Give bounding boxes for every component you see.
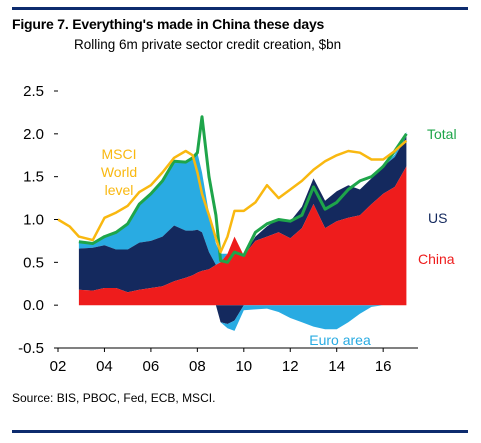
msci-world-label-1: MSCI [102, 146, 137, 162]
msci-world-label-3: level [105, 182, 134, 198]
x-tick-label: 14 [328, 358, 345, 375]
euro-area-band [78, 132, 407, 265]
figure-subtitle: Rolling 6m private sector credit creatio… [74, 37, 342, 52]
y-tick-label: 1.0 [23, 212, 44, 229]
msci-world-line [57, 139, 408, 254]
bottom-rule [12, 430, 468, 433]
chart-axes: 2.5 2.0 1.5 1.0 0.5 0.0 -0.5 02 04 06 08 10 12 14 16 [18, 83, 418, 375]
chart-labels: Total US China Euro area MSCI World level [101, 126, 457, 348]
y-tick-label: 2.5 [23, 83, 44, 100]
x-tick-label: 10 [235, 358, 252, 375]
china-label: China [418, 251, 455, 267]
euro-area-label: Euro area [309, 332, 371, 348]
total-label: Total [427, 126, 457, 142]
x-tick-label: 02 [50, 358, 67, 375]
euro-area-negative-band [78, 305, 407, 331]
y-tick-label: 0.0 [23, 297, 44, 314]
figure-source: Source: BIS, PBOC, Fed, ECB, MSCI. [12, 391, 216, 405]
msci-world-label-2: World [101, 164, 137, 180]
chart-lines [57, 115, 408, 264]
total-line [78, 115, 408, 264]
y-tick-label: 0.5 [23, 254, 44, 271]
figure-title: Figure 7. Everything's made in China the… [12, 16, 325, 32]
x-tick-label: 12 [282, 358, 299, 375]
x-tick-label: 04 [96, 358, 113, 375]
us-band [78, 136, 407, 293]
x-tick-label: 16 [375, 358, 392, 375]
top-rule [12, 7, 468, 10]
x-tick-label: 08 [189, 358, 206, 375]
y-tick-label: 2.0 [23, 126, 44, 143]
y-tick-label: -0.5 [18, 340, 44, 357]
chart-areas [78, 132, 407, 331]
x-tick-label: 06 [143, 358, 160, 375]
y-tick-label: 1.5 [23, 169, 44, 186]
us-label: US [428, 210, 447, 226]
china-band [78, 166, 407, 306]
